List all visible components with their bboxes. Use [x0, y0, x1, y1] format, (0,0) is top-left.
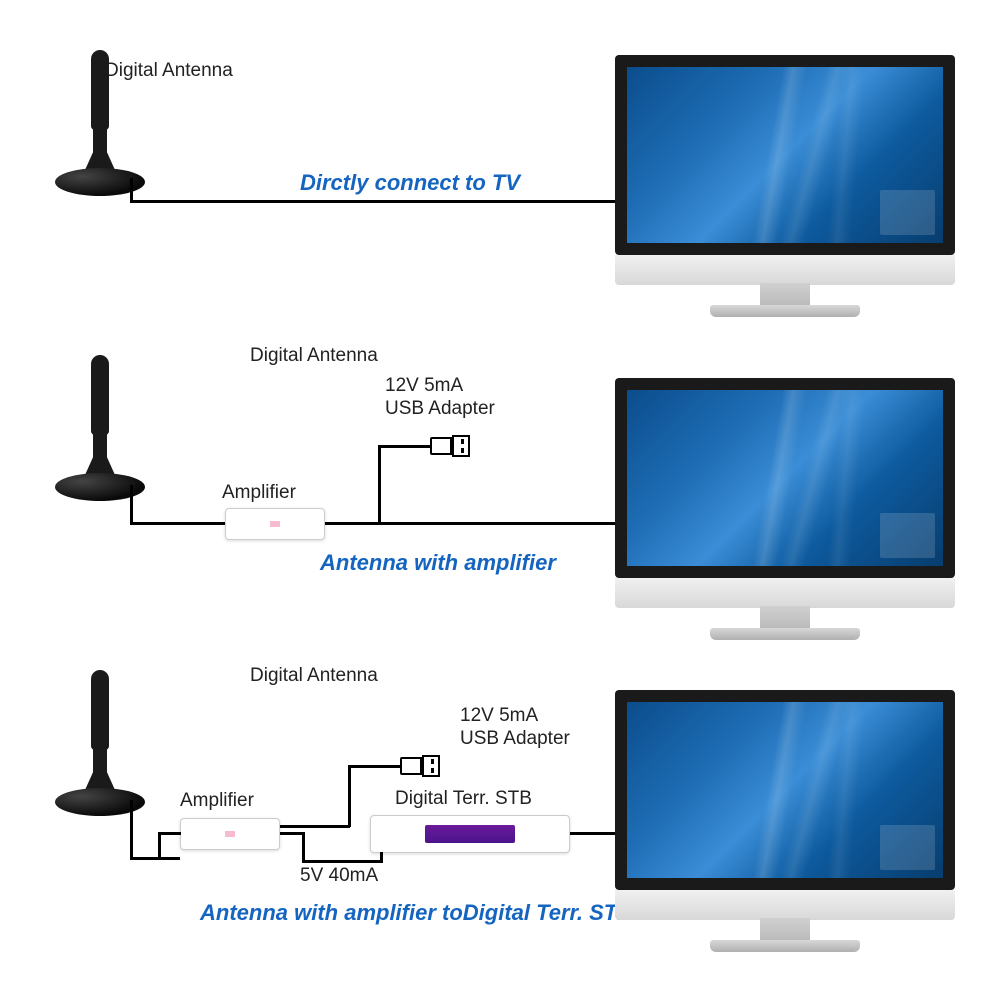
cable	[130, 522, 225, 525]
antenna-3	[50, 670, 150, 830]
cable	[280, 825, 350, 828]
usb-spec-2b: USB Adapter	[385, 398, 495, 420]
cable	[302, 832, 305, 862]
amplifier-label-3: Amplifier	[180, 790, 254, 812]
amplifier-box-2	[225, 508, 325, 540]
usb-spec-3a: 12V 5mA	[460, 705, 538, 727]
cable	[378, 445, 431, 448]
antenna-1	[50, 50, 150, 210]
monitor-3	[615, 690, 955, 970]
usb-plug-icon	[430, 435, 470, 457]
cable	[380, 852, 383, 863]
cable	[348, 765, 351, 827]
amplifier-label-2: Amplifier	[222, 482, 296, 504]
cable	[570, 832, 618, 835]
section-direct: Digital Antenna Dirctly connect to TV	[0, 20, 1000, 320]
caption-2: Antenna with amplifier	[320, 550, 556, 576]
monitor-2	[615, 378, 955, 658]
usb-spec-2a: 12V 5mA	[385, 375, 463, 397]
cable	[130, 857, 180, 860]
cable	[130, 800, 133, 860]
stb-label: Digital Terr. STB	[395, 788, 532, 810]
usb-plug-icon	[400, 755, 440, 777]
section-amplifier: Digital Antenna 12V 5mA USB Adapter Ampl…	[0, 330, 1000, 650]
caption-1: Dirctly connect to TV	[300, 170, 520, 196]
cable	[302, 860, 382, 863]
cable	[325, 522, 618, 525]
cable	[378, 445, 381, 525]
cable	[348, 765, 401, 768]
caption-3: Antenna with amplifier toDigital Terr. S…	[200, 900, 633, 926]
section-stb: Digital Antenna 12V 5mA USB Adapter Ampl…	[0, 660, 1000, 990]
antenna-label-2: Digital Antenna	[250, 345, 378, 367]
cable	[158, 832, 161, 860]
antenna-label-3: Digital Antenna	[250, 665, 378, 687]
cable	[130, 178, 133, 202]
amplifier-box-3	[180, 818, 280, 850]
stb-box	[370, 815, 570, 853]
usb-spec-3b: USB Adapter	[460, 728, 570, 750]
cable	[130, 485, 133, 525]
power-label: 5V 40mA	[300, 865, 378, 887]
monitor-1	[615, 55, 955, 335]
cable	[158, 832, 181, 835]
cable	[130, 200, 620, 203]
antenna-2	[50, 355, 150, 515]
